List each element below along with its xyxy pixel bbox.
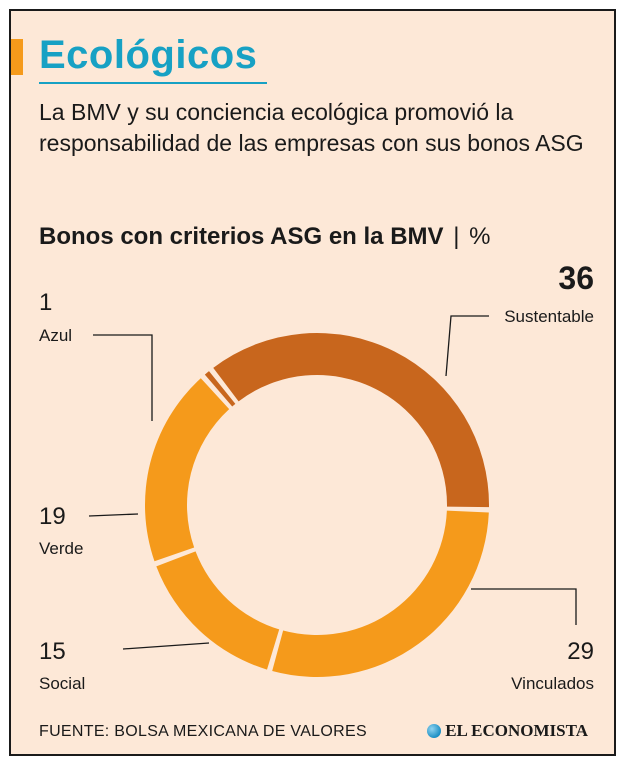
category-label-vinculados: Vinculados (511, 674, 594, 693)
leader-line-sustentable (445, 315, 489, 377)
slice-vinculados (272, 510, 489, 677)
leader-line-social (122, 642, 210, 650)
value-label-azul: 1 (39, 289, 52, 316)
accent-bar (11, 39, 23, 75)
chart-title: Bonos con criterios ASG en la BMV | % (39, 223, 490, 251)
category-label-verde: Verde (39, 539, 83, 558)
category-label-social: Social (39, 674, 85, 693)
brand-name: EL ECONOMISTA (445, 721, 588, 740)
page-title: Ecológicos (39, 33, 258, 77)
chart-title-separator: | (453, 223, 460, 250)
slice-azul (204, 371, 236, 407)
value-label-verde: 19 (39, 503, 66, 530)
value-label-social: 15 (39, 638, 66, 665)
category-label-sustentable: Sustentable (504, 307, 594, 326)
brand-logo: EL ECONOMISTA (427, 721, 588, 741)
slice-verde (144, 378, 230, 562)
value-label-vinculados: 29 (567, 638, 594, 665)
donut-chart: 36 Sustentable 29 Vinculados 15 Social 19 Verde… (39, 260, 594, 693)
slice-social (156, 551, 280, 670)
title-underline (39, 82, 267, 84)
category-label-azul: Azul (39, 326, 72, 345)
globe-icon (427, 724, 442, 738)
subtitle: La BMV y su conciencia ecológica promovi… (39, 99, 584, 156)
value-label-sustentable: 36 (558, 260, 594, 296)
slice-sustentable (213, 333, 489, 508)
chart-unit: % (469, 223, 491, 250)
chart-title-text: Bonos con criterios ASG en la BMV (39, 223, 444, 250)
source-note: FUENTE: BOLSA MEXICANA DE VALORES (39, 723, 367, 740)
leader-line-verde (88, 513, 139, 517)
leader-line-vinculados (471, 588, 577, 625)
infographic-card: Ecológicos La BMV y su conciencia ecológ… (9, 9, 616, 756)
leader-line-azul (93, 334, 153, 421)
